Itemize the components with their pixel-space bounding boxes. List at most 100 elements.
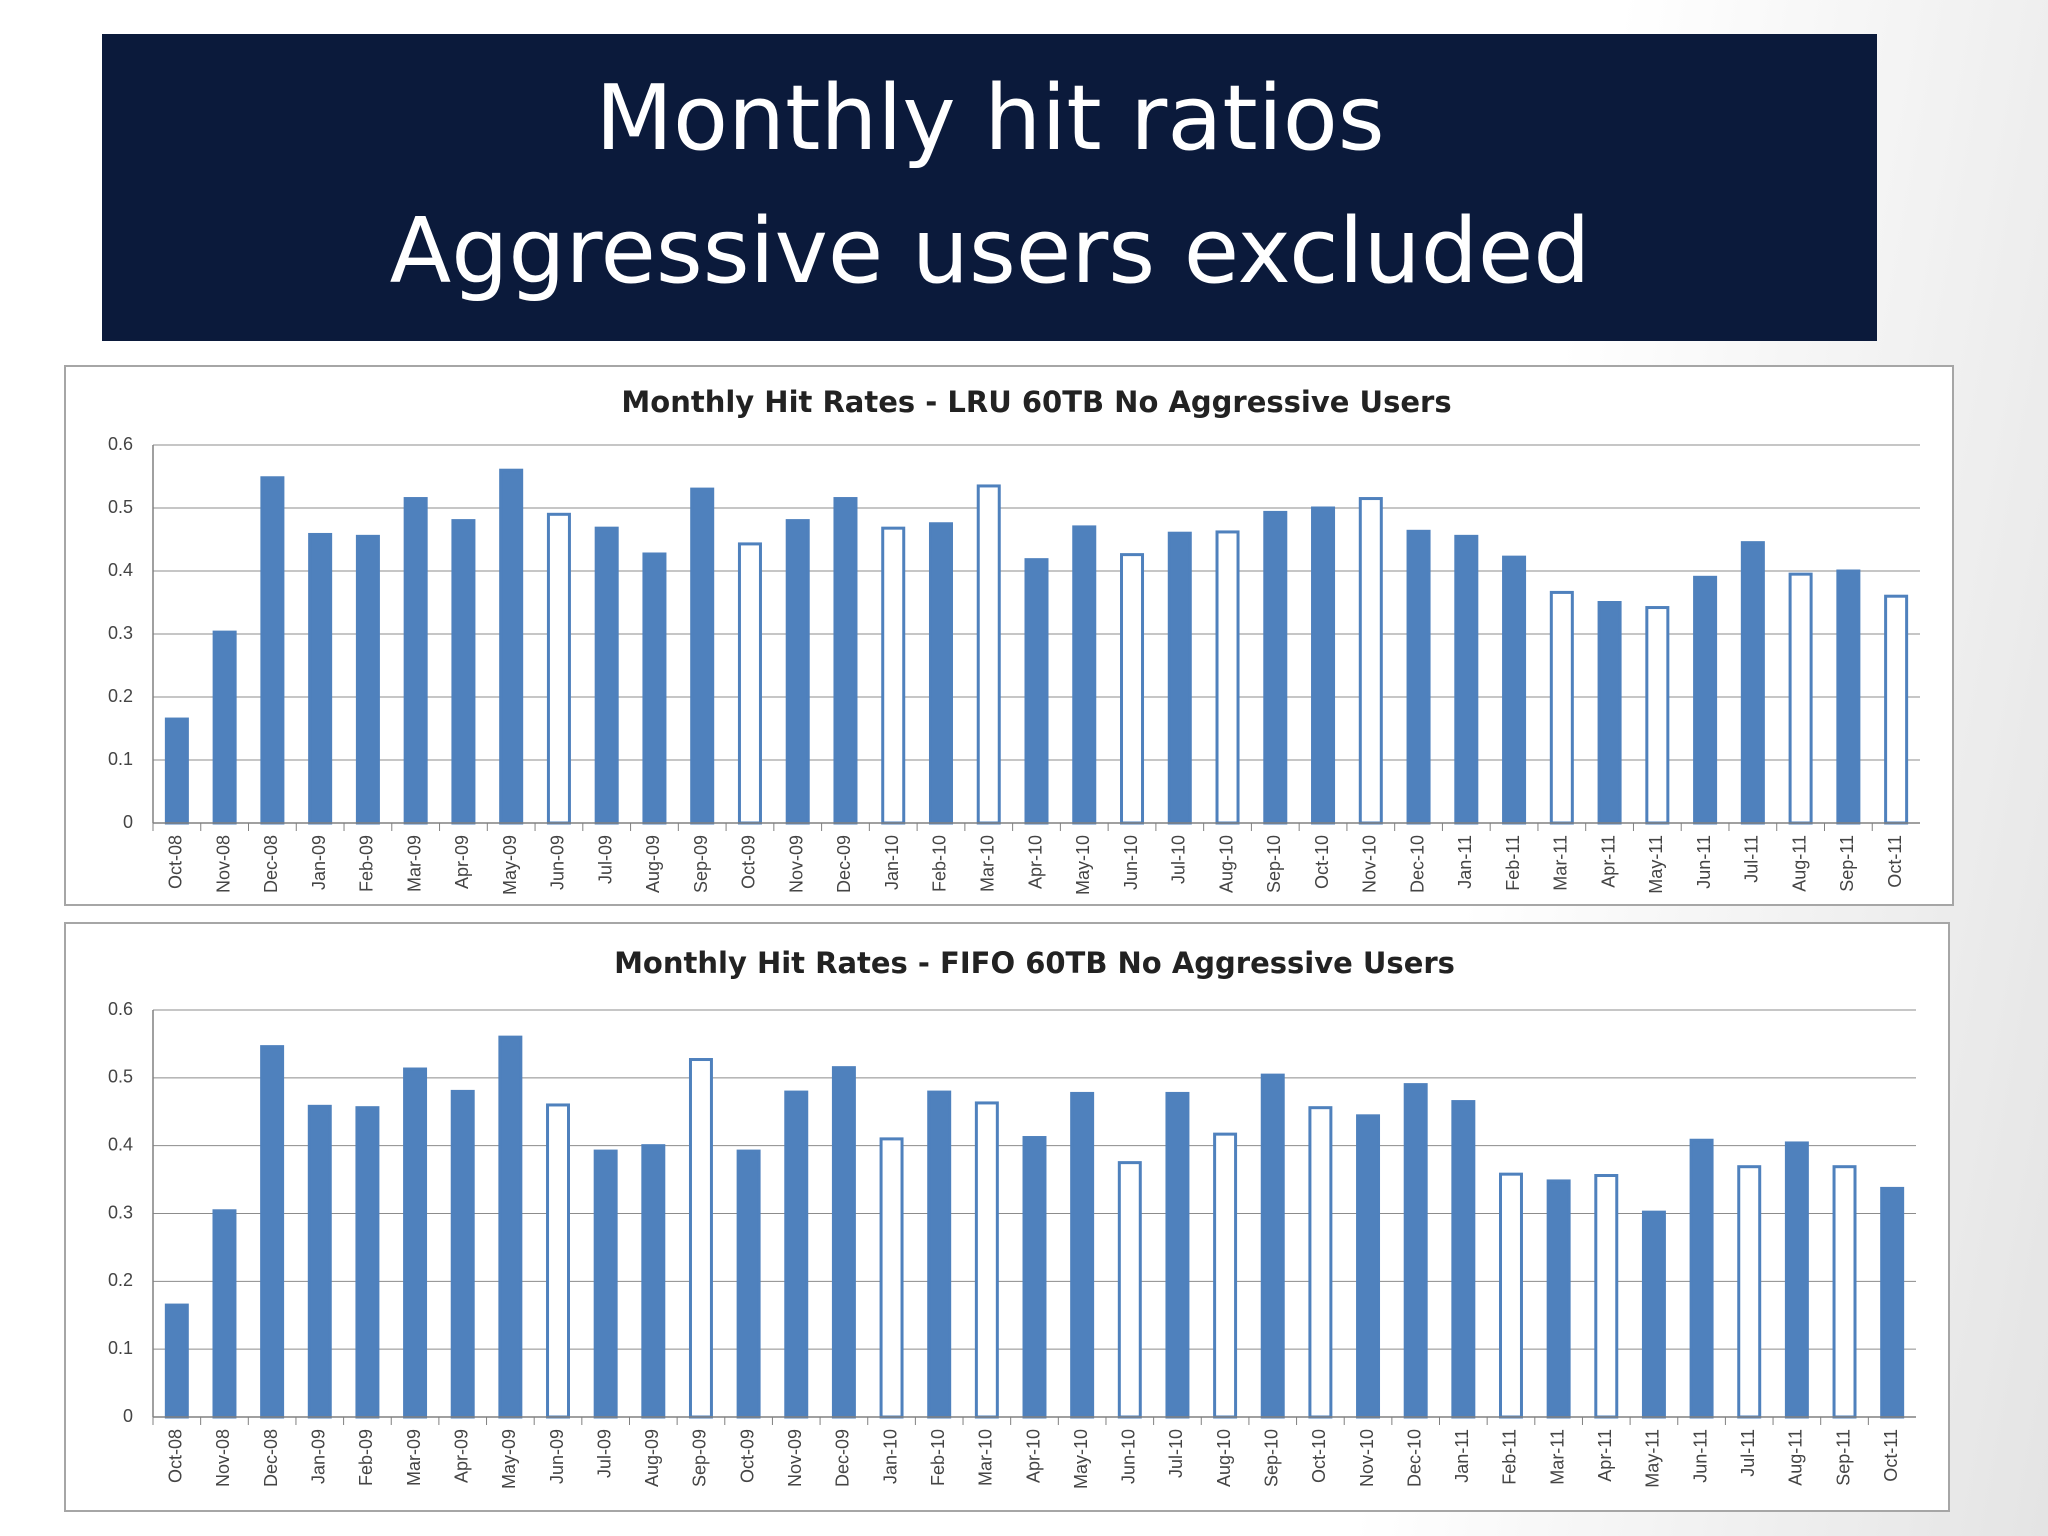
x-tick-label: Aug-11	[1789, 835, 1809, 892]
x-tick-label: Apr-11	[1595, 1429, 1615, 1482]
x-tick-label: Sep-11	[1833, 1429, 1853, 1486]
x-tick-label: Aug-09	[643, 835, 663, 893]
x-tick-label: Jun-10	[1121, 835, 1141, 890]
bar	[164, 717, 189, 825]
x-tick-label: Jul-11	[1742, 835, 1762, 883]
bar	[831, 1066, 856, 1419]
x-tick-label: Apr-11	[1598, 835, 1618, 888]
y-tick-label: 0.6	[108, 999, 133, 1019]
slide-title: Monthly hit ratios	[595, 66, 1384, 171]
x-tick-label: Jan-11	[1452, 1429, 1472, 1483]
bar	[546, 1103, 570, 1419]
y-tick-label: 0.1	[108, 749, 133, 769]
x-tick-label: Jul-11	[1738, 1429, 1758, 1477]
bar	[1358, 497, 1383, 825]
x-tick-label: Oct-10	[1309, 1429, 1329, 1483]
bar	[1406, 529, 1431, 825]
bar	[546, 512, 571, 825]
x-tick-label: Jan-11	[1455, 835, 1475, 889]
x-tick-label: Feb-10	[928, 1429, 948, 1486]
x-tick-label: Feb-09	[357, 835, 377, 892]
bar	[974, 1101, 999, 1419]
y-tick-label: 0.1	[108, 1338, 133, 1358]
chart-frame	[64, 365, 1954, 906]
bar	[1549, 590, 1574, 825]
bar	[594, 526, 619, 825]
x-tick-label: Mar-10	[977, 835, 997, 892]
x-tick-label: Oct-11	[1881, 1429, 1901, 1482]
x-tick-label: Nov-10	[1360, 835, 1380, 893]
x-tick-label: Oct-09	[739, 835, 759, 889]
x-tick-label: Mar-10	[976, 1429, 996, 1486]
bar	[642, 552, 667, 825]
bar	[1597, 601, 1622, 825]
bar	[1740, 541, 1765, 825]
x-tick-label: Nov-09	[785, 1429, 805, 1487]
bar	[1454, 534, 1479, 825]
bar	[1784, 1141, 1809, 1419]
x-tick-label: Jun-09	[548, 835, 568, 890]
x-tick-label: Nov-08	[213, 1429, 233, 1487]
x-tick-label: Aug-10	[1216, 835, 1236, 893]
y-tick-label: 0.5	[108, 1067, 133, 1087]
x-tick-label: Mar-11	[1551, 835, 1571, 891]
x-tick-label: Oct-10	[1312, 835, 1332, 889]
x-tick-label: Aug-09	[642, 1429, 662, 1487]
bar	[1884, 594, 1909, 825]
bar	[1693, 575, 1718, 825]
chart-title: Monthly Hit Rates - FIFO 60TB No Aggress…	[614, 946, 1455, 980]
x-tick-label: Oct-08	[166, 835, 186, 889]
y-tick-label: 0	[123, 812, 133, 832]
bar	[833, 497, 858, 825]
x-tick-label: Mar-09	[404, 835, 424, 892]
x-tick-label: Sep-10	[1261, 1429, 1281, 1487]
x-tick-label: Jun-09	[547, 1429, 567, 1484]
x-tick-label: Jun-11	[1694, 835, 1714, 889]
x-tick-label: Sep-11	[1837, 835, 1857, 892]
bar	[450, 1089, 475, 1419]
x-tick-label: Mar-11	[1547, 1429, 1567, 1485]
x-tick-label: May-10	[1071, 1429, 1091, 1489]
x-tick-label: Jul-09	[594, 1429, 614, 1478]
x-tick-label: Sep-09	[690, 1429, 710, 1487]
x-tick-label: Dec-10	[1407, 835, 1427, 893]
chart-frame	[64, 922, 1950, 1512]
bar	[1070, 1091, 1095, 1419]
slide-subtitle: Aggressive users excluded	[390, 199, 1591, 304]
bar	[355, 534, 380, 825]
bar	[976, 484, 1001, 825]
bar	[1022, 1136, 1047, 1419]
bar	[1024, 558, 1049, 825]
x-tick-label: Jul-10	[1166, 1429, 1186, 1478]
bar	[1832, 1165, 1857, 1419]
bar	[308, 532, 333, 825]
bar	[498, 1035, 523, 1419]
x-tick-label: Jan-09	[309, 1429, 329, 1484]
x-tick-label: Feb-11	[1503, 835, 1523, 891]
x-tick-label: Sep-09	[691, 835, 711, 893]
y-tick-label: 0.3	[108, 623, 133, 643]
bar	[1117, 1161, 1142, 1419]
x-tick-label: Dec-10	[1404, 1429, 1424, 1487]
bar	[690, 487, 715, 825]
bar	[881, 526, 906, 825]
x-tick-label: May-09	[500, 835, 520, 895]
bar	[1311, 506, 1336, 825]
x-tick-label: Aug-11	[1786, 1429, 1806, 1486]
x-tick-label: Jan-10	[882, 835, 902, 890]
bar	[1072, 525, 1097, 825]
bar	[879, 1137, 904, 1419]
bar	[260, 476, 285, 825]
x-tick-label: Oct-08	[166, 1429, 186, 1483]
x-tick-label: Jan-10	[880, 1429, 900, 1484]
x-tick-label: May-11	[1643, 1429, 1663, 1488]
bar	[784, 1090, 809, 1419]
x-tick-label: Apr-09	[451, 1429, 471, 1483]
bar	[164, 1303, 189, 1419]
y-tick-label: 0.2	[108, 1270, 133, 1290]
x-tick-label: Dec-09	[834, 835, 854, 893]
x-tick-label: Feb-09	[356, 1429, 376, 1486]
bar	[688, 1058, 713, 1419]
y-tick-label: 0	[123, 1406, 133, 1426]
